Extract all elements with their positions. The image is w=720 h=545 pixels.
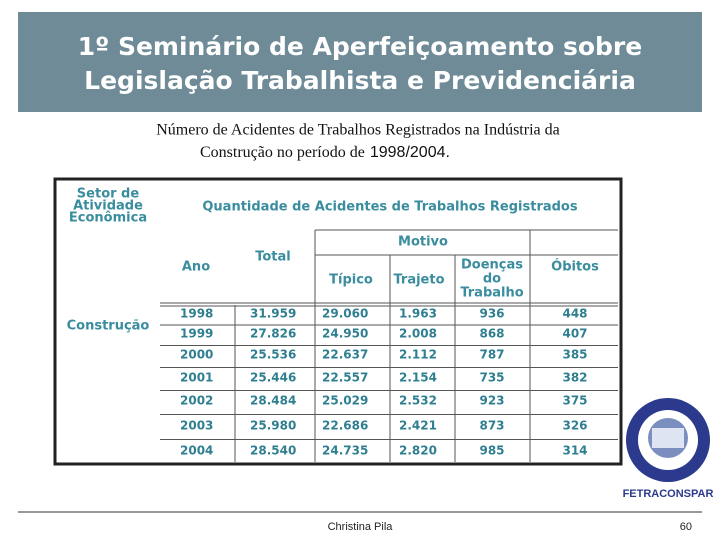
cell: 382 [562,371,587,385]
cell: 24.735 [322,444,368,458]
sector-header: Setor de [77,187,140,202]
cell: 314 [562,444,587,458]
table-frame [53,177,623,466]
col-header: Total [255,250,291,265]
cell: 2004 [180,444,213,458]
cell: 326 [562,419,587,433]
cell: 31.959 [250,307,296,321]
cell: 2001 [180,371,213,385]
cell: 923 [479,394,504,408]
cell: 2.112 [399,348,437,362]
cell: 2000 [180,348,213,362]
subtitle: Número de Acidentes de Trabalhos Registr… [156,122,559,139]
logo-name: FETRACONSPAR [623,488,714,500]
cell: 2002 [180,394,213,408]
col-header: Óbitos [551,259,599,275]
cell: 2.421 [399,419,437,433]
cell: 868 [479,327,504,341]
col-header: do [483,272,501,287]
cell: 448 [562,307,587,321]
sector-name: Construção [67,319,150,334]
cell: 27.826 [250,327,296,341]
subtitle: Construção no período de 1998/2004. [200,144,450,162]
logo-building [652,428,684,448]
cell: 1.963 [399,307,437,321]
col-header: Trajeto [393,273,444,288]
cell: 787 [479,348,504,362]
cell: 22.686 [322,419,368,433]
cell: 2.008 [399,327,437,341]
main-header: Quantidade de Acidentes de Trabalhos Reg… [202,200,577,215]
cell: 1998 [180,307,213,321]
cell: 25.980 [250,419,296,433]
logo: FETRACONSPAR [623,398,714,500]
col-header: Ano [182,260,210,275]
page-number: 60 [680,521,692,533]
title-line: 1º Seminário de Aperfeiçoamento sobre [78,32,642,61]
cell: 2.154 [399,371,437,385]
cell: 25.536 [250,348,296,362]
cell: 2.532 [399,394,437,408]
subtitle-text: Construção no período de [200,144,365,161]
cell: 985 [479,444,504,458]
cell: 873 [479,419,504,433]
title-bar [18,12,702,112]
cell: 22.557 [322,371,368,385]
cell: 2.820 [399,444,437,458]
cell: 25.029 [322,394,368,408]
cell: 29.060 [322,307,368,321]
cell: 735 [479,371,504,385]
cell: 2003 [180,419,213,433]
cell: 22.637 [322,348,368,362]
col-header: Doenças [461,258,523,273]
col-header: Trabalho [460,286,523,301]
cell: 385 [562,348,587,362]
cell: 1999 [180,327,213,341]
footer-author: Christina Pila [328,521,394,533]
cell: 28.484 [250,394,296,408]
cell: 28.540 [250,444,296,458]
cell: 24.950 [322,327,368,341]
cell: 25.446 [250,371,296,385]
cell: 936 [479,307,504,321]
sector-header: Econômica [69,211,147,226]
title-line: Legislação Trabalhista e Previdenciária [84,66,636,95]
sector-header: Atividade [73,199,143,214]
cell: 375 [562,394,587,408]
subtitle-period: 1998/2004. [370,144,450,161]
col-header: Motivo [398,235,448,250]
col-header: Típico [329,273,373,288]
cell: 407 [562,327,587,341]
